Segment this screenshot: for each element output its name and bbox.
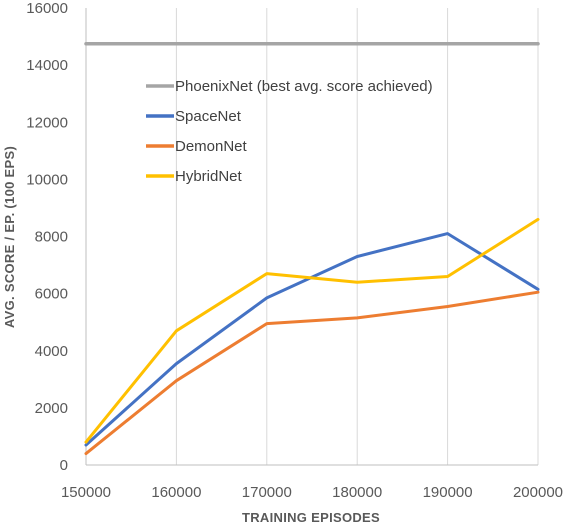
series-lines xyxy=(84,41,540,456)
x-tick-label-190000: 190000 xyxy=(423,484,473,501)
series-line-hybridnet xyxy=(84,217,540,444)
y-tick-label-4000: 4000 xyxy=(35,343,68,360)
y-tick-label-12000: 12000 xyxy=(26,114,68,131)
x-axis-title: TRAINING EPISODES xyxy=(242,510,380,524)
series-line-demonnet xyxy=(84,290,540,456)
x-tick-label-150000: 150000 xyxy=(61,484,111,501)
legend: PhoenixNet (best avg. score achieved) Spa… xyxy=(146,78,433,185)
axes xyxy=(85,8,538,466)
series-line-spacenet xyxy=(84,232,540,447)
y-tick-label-0: 0 xyxy=(60,457,68,474)
gridlines xyxy=(175,8,539,465)
y-tick-label-8000: 8000 xyxy=(35,229,68,246)
x-tick-label-160000: 160000 xyxy=(151,484,201,501)
y-tick-label-6000: 6000 xyxy=(35,286,68,303)
x-tick-label-180000: 180000 xyxy=(332,484,382,501)
y-tick-label-2000: 2000 xyxy=(35,400,68,417)
legend-label-spacenet: SpaceNet xyxy=(175,108,242,125)
y-axis-title: AVG. SCORE / EP. (100 EPS) xyxy=(2,146,17,328)
y-tick-label-16000: 16000 xyxy=(26,0,68,17)
y-tick-label-10000: 10000 xyxy=(26,171,68,188)
x-tick-label-200000: 200000 xyxy=(513,484,563,501)
legend-label-phoenixnet: PhoenixNet (best avg. score achieved) xyxy=(175,78,433,95)
legend-label-hybridnet: HybridNet xyxy=(175,168,243,185)
legend-label-demonnet: DemonNet xyxy=(175,138,248,155)
tick-labels: 150000 160000 170000 180000 190000 200000 0 200… xyxy=(26,0,563,501)
y-tick-label-14000: 14000 xyxy=(26,57,68,74)
x-tick-label-170000: 170000 xyxy=(242,484,292,501)
